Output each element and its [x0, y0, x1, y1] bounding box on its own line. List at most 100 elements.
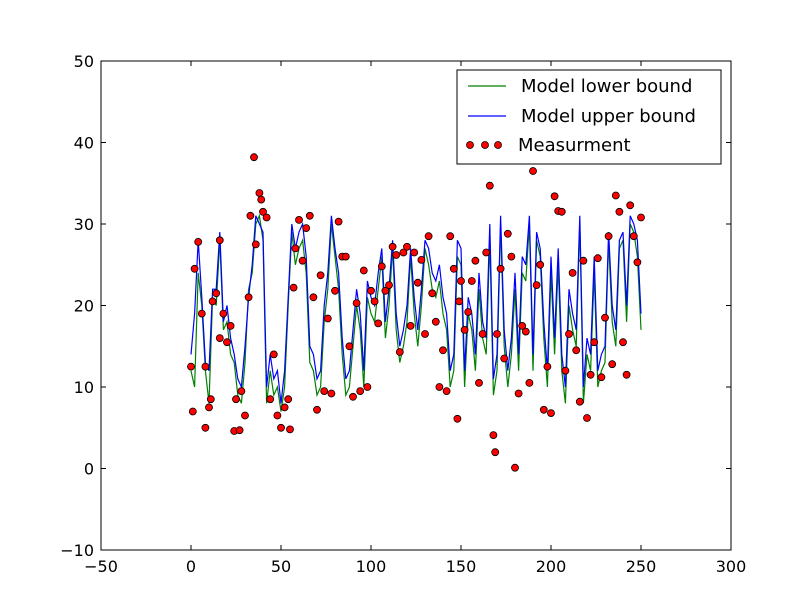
y-tick-label: 20	[74, 297, 94, 316]
measurement-point	[190, 264, 199, 273]
measurement-point	[557, 207, 566, 216]
measurement-point	[250, 153, 258, 162]
measurement-point	[235, 426, 244, 435]
measurement-point	[367, 286, 375, 295]
measurement-point	[223, 338, 231, 347]
measurement-point	[349, 392, 357, 401]
measurement-point	[496, 264, 505, 273]
measurement-point	[439, 346, 447, 355]
measurement-point	[629, 232, 638, 241]
measurement-point	[431, 317, 440, 326]
x-tick-label: −50	[84, 557, 118, 576]
measurement-point	[370, 297, 379, 306]
measurement-point	[521, 327, 530, 336]
measurement-point	[251, 240, 260, 249]
measurement-point	[327, 389, 336, 398]
x-tick-label: 300	[716, 557, 747, 576]
measurement-point	[529, 167, 537, 175]
measurement-point	[575, 397, 584, 406]
measurement-point	[410, 248, 419, 257]
measurement-point	[316, 271, 325, 280]
measurement-point	[503, 229, 512, 238]
measurement-point	[320, 387, 329, 396]
measurement-point	[550, 192, 559, 201]
measurement-point	[543, 362, 552, 371]
measurement-point	[188, 407, 197, 416]
measurement-point	[374, 319, 383, 328]
measurement-point	[257, 195, 266, 204]
measurement-point	[305, 211, 314, 220]
measurement-point	[219, 309, 228, 318]
measurement-point	[302, 224, 311, 233]
measurement-point	[284, 395, 293, 404]
measurement-point	[205, 403, 213, 412]
measurement-point	[464, 308, 473, 316]
measurement-point	[206, 395, 215, 404]
measurement-point	[352, 299, 361, 308]
measurement-point	[313, 405, 321, 414]
measurement-point	[197, 309, 206, 318]
measurement-point	[194, 237, 203, 246]
measurement-point	[403, 242, 411, 251]
measurement-point	[608, 360, 617, 369]
measurement-point	[532, 281, 541, 290]
measurement-point	[201, 362, 210, 371]
measurement-point	[446, 232, 455, 241]
series-layer	[187, 153, 645, 472]
y-tick-label: 0	[84, 460, 94, 479]
measurement-point	[269, 350, 278, 359]
measurement-point	[212, 289, 221, 298]
measurement-point	[539, 405, 548, 414]
measurement-point	[266, 395, 275, 404]
x-tick-label: 50	[271, 557, 291, 576]
measurement-point	[428, 289, 437, 298]
y-tick-label: −10	[60, 541, 94, 560]
measurement-point	[601, 313, 609, 322]
measurement-point	[597, 373, 606, 382]
measurement-point	[514, 389, 523, 398]
measurement-point	[453, 414, 462, 423]
ticks-layer: −50 0 50 100 150 200 250 300 −10 0 10 20 30 40 50	[60, 52, 746, 576]
measurement-point	[237, 387, 246, 396]
measurement-point	[262, 213, 271, 222]
measurement-point	[246, 211, 255, 220]
measurement-point	[471, 256, 480, 265]
measurement-point	[507, 252, 516, 261]
measurement-point	[241, 411, 249, 420]
measurement-point	[583, 414, 591, 422]
measurement-point	[341, 252, 350, 261]
measurement-point	[622, 370, 631, 379]
measurement-point	[604, 232, 613, 241]
measurement-point	[413, 278, 422, 287]
measurement-point	[435, 383, 444, 391]
measurement-point	[467, 277, 476, 285]
measurement-point	[455, 297, 464, 306]
measurement-point	[289, 283, 298, 292]
measurement-point	[381, 286, 390, 295]
measurement-point	[417, 255, 426, 264]
measurement-point	[255, 189, 264, 197]
measurement-point	[244, 293, 253, 302]
y-tick-label: 30	[74, 215, 94, 234]
measurement-point	[615, 207, 624, 216]
measurement-point	[511, 463, 519, 472]
measurement-point	[547, 409, 555, 418]
y-tick-label: 10	[74, 378, 94, 397]
measurement-point	[359, 266, 368, 275]
measurement-point	[442, 387, 451, 396]
measurement-point	[493, 330, 501, 338]
x-tick-label: 250	[626, 557, 657, 576]
measurement-point	[586, 370, 595, 379]
measurement-point	[277, 423, 285, 432]
measurement-point	[637, 213, 645, 222]
measurement-point	[475, 378, 483, 387]
measurement-point	[388, 242, 397, 251]
measurement-point	[399, 248, 408, 257]
measurement-point	[491, 448, 500, 457]
measurement-point	[259, 207, 267, 216]
measurement-point	[286, 425, 294, 434]
legend-label-model-upper-bound: Model upper bound	[521, 106, 696, 127]
measurement-point	[323, 314, 332, 323]
measurement-point	[208, 297, 217, 306]
